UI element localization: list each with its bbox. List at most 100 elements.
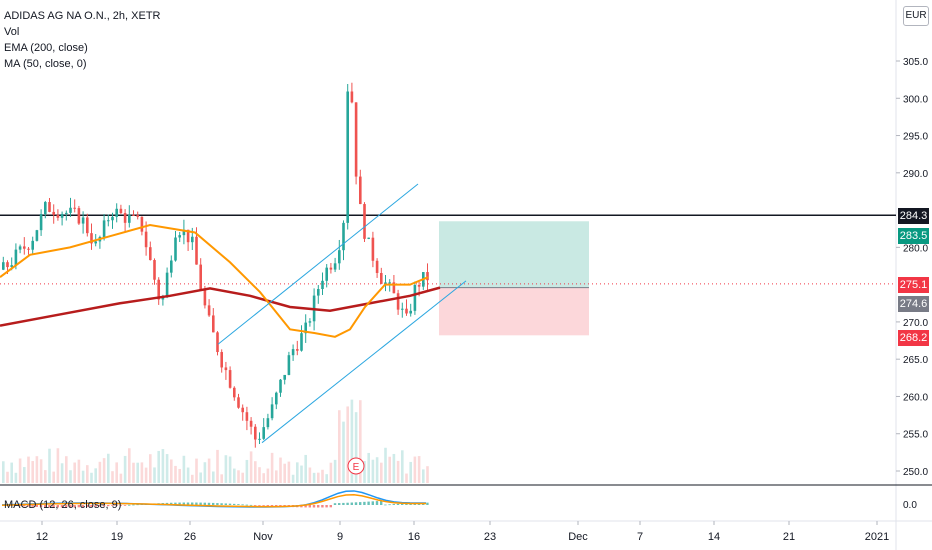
macd-histogram-bar <box>359 502 362 505</box>
candle-body <box>409 310 412 314</box>
candle-body <box>119 208 123 214</box>
volume-bar <box>308 467 312 483</box>
macd-histogram-bar <box>329 505 332 508</box>
time-tick-label: 26 <box>184 531 196 543</box>
candle-body <box>224 367 228 371</box>
macd-histogram-bar <box>388 504 391 506</box>
ema-200-line <box>0 286 441 327</box>
candle-body <box>23 246 26 249</box>
volume-bar <box>241 472 244 483</box>
price-tick-label: 270.0 <box>903 318 928 329</box>
candle-body <box>77 208 81 224</box>
macd-histogram-bar <box>338 503 341 505</box>
legend-ma[interactable]: MA (50, close, 0) <box>4 58 87 70</box>
volume-bar <box>39 459 43 483</box>
candle-body <box>94 241 97 244</box>
candle-body <box>354 102 358 177</box>
position-stop-zone <box>439 287 589 336</box>
macd-histogram-bar <box>426 502 429 505</box>
candle-body <box>2 262 5 270</box>
candle-body <box>363 204 366 239</box>
macd-histogram-bar <box>405 503 408 505</box>
volume-bar <box>367 452 370 483</box>
candle-body <box>44 202 47 215</box>
volume-bar <box>363 461 366 483</box>
candle-body <box>405 308 408 314</box>
volume-bar <box>371 459 375 483</box>
legend-macd[interactable]: MACD (12, 26, close, 9) <box>4 499 122 511</box>
volume-bar <box>329 462 333 483</box>
price-tick-label: 300.0 <box>903 94 928 105</box>
volume-bar <box>6 471 9 483</box>
volume-bar <box>174 465 177 483</box>
candle-body <box>371 237 375 261</box>
macd-histogram-bar <box>56 505 59 508</box>
candle-body <box>392 282 396 294</box>
macd-histogram-bar <box>270 505 274 507</box>
macd-histogram-bar <box>384 504 387 506</box>
price-axis-label: 274.6 <box>898 296 929 312</box>
volume-bar <box>98 461 102 483</box>
time-tick-label: 12 <box>36 531 48 543</box>
price-tick-label: 260.0 <box>903 392 928 403</box>
volume-bar <box>279 457 282 483</box>
volume-bar <box>396 460 400 483</box>
macd-histogram-bar <box>241 504 244 506</box>
time-tick-label: Nov <box>253 531 273 543</box>
candle-body <box>178 235 181 238</box>
candle-body <box>380 272 383 284</box>
candle-body <box>27 248 30 250</box>
candle-body <box>212 315 215 333</box>
volume-bar <box>359 400 362 483</box>
macd-histogram-bar <box>321 505 324 508</box>
volume-bar <box>123 455 127 483</box>
legend-ema[interactable]: EMA (200, close) <box>4 42 88 54</box>
candle-body <box>107 220 110 222</box>
candle-body <box>287 355 291 375</box>
candle-body <box>270 404 274 419</box>
volume-bar <box>31 461 34 483</box>
volume-bar <box>136 462 139 483</box>
macd-histogram-bar <box>266 505 269 506</box>
legend-volume[interactable]: Vol <box>4 26 20 38</box>
macd-histogram-bar <box>212 502 215 505</box>
macd-histogram-bar <box>111 505 114 506</box>
candle-body <box>384 282 387 284</box>
macd-histogram-bar <box>245 504 248 506</box>
candle-body <box>220 352 223 368</box>
volume-bar <box>266 468 270 483</box>
candle-body <box>144 231 148 248</box>
volume-bar <box>14 472 18 483</box>
candle-body <box>186 229 190 243</box>
candle-body <box>149 247 152 261</box>
currency-button[interactable]: EUR <box>903 6 929 26</box>
time-tick-label: 14 <box>708 531 720 543</box>
macd-histogram-bar <box>304 505 307 508</box>
candle-body <box>396 293 400 310</box>
volume-bar <box>401 450 404 483</box>
volume-bar <box>422 469 425 483</box>
volume-bar <box>283 463 286 483</box>
volume-bar <box>325 474 328 483</box>
macd-histogram-bar <box>354 502 358 505</box>
candle-body <box>115 208 118 217</box>
legend-symbol[interactable]: ADIDAS AG NA O.N., 2h, XETR <box>4 10 161 22</box>
volume-bar <box>10 462 13 483</box>
candle-body <box>388 282 391 284</box>
macd-histogram-bar <box>86 505 89 508</box>
volume-bar <box>2 461 5 483</box>
candle-body <box>426 272 429 281</box>
macd-histogram-bar <box>342 502 345 505</box>
candle-body <box>170 260 173 273</box>
macd-histogram-bar <box>224 503 227 505</box>
volume-bar <box>199 472 202 483</box>
candle-body <box>245 412 249 421</box>
candle-body <box>6 262 9 268</box>
macd-histogram-bar <box>52 505 55 508</box>
candle-body <box>342 222 345 251</box>
volume-bar <box>417 456 421 483</box>
volume-bar <box>275 470 278 483</box>
macd-histogram-bar <box>203 502 206 505</box>
